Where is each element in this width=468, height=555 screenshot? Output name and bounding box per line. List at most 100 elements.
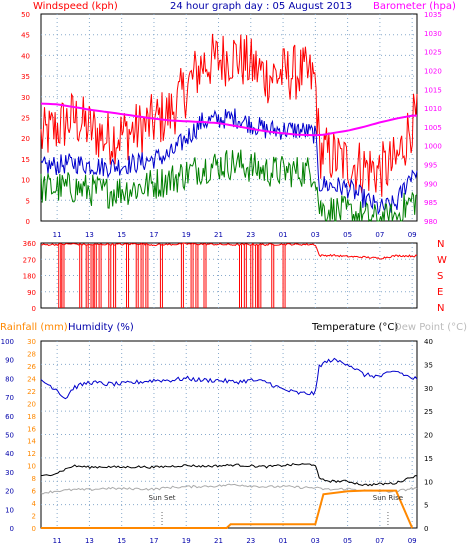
direction-y-tick: 90: [27, 289, 36, 297]
humidity-y-tick: 80: [5, 375, 14, 383]
wind-y-tick: 15: [21, 156, 30, 164]
rainfall-axis-label: Rainfall (mm): [0, 322, 68, 333]
rain-y-tick: 2: [32, 513, 36, 521]
humidity-y-tick: 20: [5, 488, 14, 496]
series-humidity-: [40, 357, 418, 400]
rain-x-tick: 11: [53, 537, 62, 545]
rain-y-tick: 0: [32, 525, 36, 533]
barometer-y-tick: 1035: [424, 11, 442, 19]
wind-y-tick: 35: [21, 73, 30, 81]
rain-y-tick: 26: [27, 363, 36, 371]
rain-y-tick: 10: [27, 463, 36, 471]
series-barometer: [40, 102, 417, 137]
wind-y-tick: 30: [21, 94, 30, 102]
wind-y-tick: 45: [21, 32, 30, 40]
humidity-y-tick: 70: [5, 394, 14, 402]
series-wind-average: [40, 108, 418, 216]
barometer-y-tick: 980: [424, 218, 437, 226]
rain-x-tick: 17: [150, 537, 159, 545]
barometer-axis-label: Barometer (hpa): [373, 1, 456, 12]
wind-y-tick: 0: [26, 218, 30, 226]
series-wind-lull: [40, 149, 418, 223]
wind-x-tick: 19: [182, 231, 191, 239]
wind-x-tick: 13: [85, 231, 94, 239]
wind-barometer-chart: 0510152025303540455098098599099510001005…: [21, 11, 442, 239]
rain-x-tick: 21: [214, 537, 223, 545]
compass-label: N: [437, 239, 444, 250]
rain-y-tick: 12: [27, 450, 36, 458]
temperature-y-tick: 25: [424, 408, 433, 416]
wind-x-tick: 01: [279, 231, 288, 239]
chart-title: 24 hour graph day : 05 August 2013: [170, 1, 352, 12]
rain-x-tick: 05: [343, 537, 352, 545]
series-dew-point-c-: [40, 483, 418, 495]
series-windspeed-kph-: [40, 33, 418, 197]
series-temperature-c-: [40, 463, 418, 487]
temperature-y-tick: 0: [424, 525, 428, 533]
rain-y-tick: 30: [27, 338, 36, 346]
temperature-y-tick: 35: [424, 361, 433, 369]
wind-y-tick: 10: [21, 177, 30, 185]
wind-x-tick: 03: [311, 231, 320, 239]
direction-y-tick: 180: [23, 273, 36, 281]
wind-x-tick: 23: [246, 231, 255, 239]
compass-label: W: [437, 255, 447, 266]
wind-x-tick: 15: [117, 231, 126, 239]
humidity-y-tick: 100: [1, 338, 14, 346]
series-rainfall-mm-: [41, 489, 414, 529]
humidity-y-tick: 10: [5, 506, 14, 514]
temperature-y-tick: 10: [424, 478, 433, 486]
barometer-y-tick: 1030: [424, 30, 442, 38]
wind-x-tick: 11: [53, 231, 62, 239]
rain-x-tick: 07: [375, 537, 384, 545]
barometer-y-tick: 985: [424, 199, 437, 207]
rain-y-tick: 14: [27, 438, 36, 446]
rain-y-tick: 28: [27, 350, 36, 358]
rain-x-tick: 13: [85, 537, 94, 545]
wind-x-tick: 07: [375, 231, 384, 239]
rain-x-tick: 09: [408, 537, 417, 545]
direction-y-tick: 270: [23, 256, 36, 264]
windspeed-axis-label: Windspeed (kph): [33, 1, 118, 12]
temperature-y-tick: 5: [424, 502, 428, 510]
rain-y-tick: 20: [27, 400, 36, 408]
wind-x-tick: 09: [408, 231, 417, 239]
humidity-y-tick: 90: [5, 357, 14, 365]
humidity-y-tick: 50: [5, 432, 14, 440]
humidity-axis-label: Humidity (%): [68, 322, 134, 333]
rain-y-tick: 18: [27, 413, 36, 421]
temperature-y-tick: 40: [424, 338, 433, 346]
direction-y-tick: 360: [23, 240, 36, 248]
rain-x-tick: 15: [117, 537, 126, 545]
rain-x-tick: 03: [311, 537, 320, 545]
wind-y-tick: 20: [21, 135, 30, 143]
temperature-y-tick: 30: [424, 385, 433, 393]
wind-x-tick: 17: [150, 231, 159, 239]
barometer-y-tick: 1020: [424, 67, 442, 75]
barometer-y-tick: 1015: [424, 86, 442, 94]
temperature-axis-label: Temperature (°C): [311, 322, 398, 333]
compass-label: S: [437, 271, 443, 282]
wind-y-tick: 40: [21, 52, 30, 60]
rain-x-tick: 19: [182, 537, 191, 545]
wind-y-tick: 25: [21, 115, 30, 123]
barometer-y-tick: 990: [424, 180, 437, 188]
rain-y-tick: 8: [32, 475, 36, 483]
barometer-y-tick: 1025: [424, 49, 442, 57]
rain-y-tick: 16: [27, 425, 36, 433]
dewpoint-axis-label: Dew Point (°C): [394, 322, 467, 333]
compass-label: N: [437, 303, 444, 314]
wind-y-tick: 5: [26, 197, 30, 205]
humidity-y-tick: 60: [5, 413, 14, 421]
sun-annotation: Sun Rise: [373, 494, 403, 502]
rain-y-tick: 22: [27, 388, 36, 396]
rain-x-tick: 01: [279, 537, 288, 545]
temperature-y-tick: 15: [424, 455, 433, 463]
barometer-y-tick: 1000: [424, 143, 442, 151]
rain-y-tick: 24: [27, 375, 36, 383]
humidity-y-tick: 40: [5, 450, 14, 458]
barometer-y-tick: 995: [424, 162, 437, 170]
humidity-y-tick: 0: [10, 525, 14, 533]
